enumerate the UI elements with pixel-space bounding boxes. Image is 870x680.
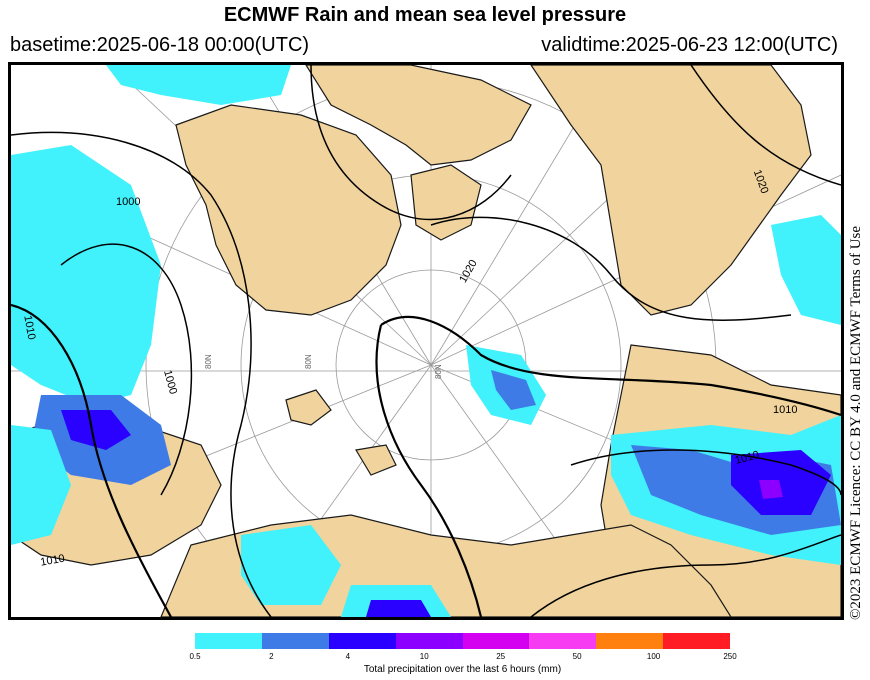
isobar-label: 1010 xyxy=(39,553,65,569)
isobar-label: 1020 xyxy=(457,258,480,285)
graticule-labels: 80N 80N 80N xyxy=(204,354,443,379)
legend-ticks: 0.5 2 4 10 25 50 100 250 xyxy=(189,652,736,664)
isobar xyxy=(375,324,483,617)
isobar xyxy=(380,315,841,417)
latitude-label: 80N xyxy=(304,354,313,369)
map-canvas[interactable]: 1000 1010 1000 1020 1020 1010 1010 1010 … xyxy=(11,65,841,617)
legend-tick: 25 xyxy=(496,652,506,661)
legend-title: Total precipitation over the last 6 hour… xyxy=(363,664,562,675)
map-panel[interactable]: 1000 1010 1000 1020 1020 1010 1010 1010 … xyxy=(8,62,844,620)
precip-center-core xyxy=(491,370,536,410)
isobar xyxy=(60,243,193,496)
isobar xyxy=(690,65,841,186)
precip-north xyxy=(106,65,291,105)
legend-swatch xyxy=(596,633,664,649)
legend-swatch xyxy=(328,633,396,649)
isobar xyxy=(11,303,172,617)
precip-ne xyxy=(771,215,841,325)
svalbard xyxy=(285,389,332,426)
greenland xyxy=(175,104,402,316)
novaya-zemlya xyxy=(355,444,397,476)
isobar xyxy=(530,534,841,617)
isobars xyxy=(11,65,841,617)
ellesmere-islands xyxy=(410,164,482,241)
isobar xyxy=(310,65,512,221)
isobar xyxy=(570,449,841,496)
isobar xyxy=(11,131,272,617)
isobar-label: 1010 xyxy=(773,404,797,416)
legend-tick: 10 xyxy=(419,652,429,661)
isobar xyxy=(430,216,792,321)
precip-scandinavia xyxy=(11,425,71,545)
licence-text: ©2023 ECMWF Licence: CC BY 4.0 and ECMWF… xyxy=(848,225,864,620)
isobar-label: 1010 xyxy=(21,314,37,340)
precipitation xyxy=(11,65,841,617)
canadian-archipelago xyxy=(305,65,532,166)
precip-east-core xyxy=(731,450,831,515)
validtime-label: validtime:2025-06-23 12:00(UTC) xyxy=(541,34,838,56)
chart-title: ECMWF Rain and mean sea level pressure xyxy=(223,4,627,26)
precip-sw xyxy=(241,525,341,605)
basetime-label: basetime:2025-06-18 00:00(UTC) xyxy=(10,34,310,56)
precip-west xyxy=(11,145,161,405)
isobar-label: 1000 xyxy=(116,196,140,208)
legend-swatch xyxy=(663,633,730,649)
legend-tick: 50 xyxy=(572,652,582,661)
legend-swatch xyxy=(261,633,329,649)
legend-tick: 2 xyxy=(269,652,274,661)
latitude-label: 80N xyxy=(204,354,213,369)
legend-swatch xyxy=(462,633,530,649)
latitude-label: 80N xyxy=(434,364,443,379)
precip-nw-core xyxy=(61,410,131,450)
precip-legend xyxy=(195,633,730,649)
legend-swatch xyxy=(395,633,463,649)
legend-tick: 100 xyxy=(646,652,661,661)
precip-east-peak xyxy=(759,480,783,499)
legend-swatch xyxy=(195,633,262,649)
legend-tick: 250 xyxy=(723,652,737,661)
precip-south-core xyxy=(366,600,431,617)
isobar-label: 1000 xyxy=(161,369,179,396)
legend-tick: 4 xyxy=(345,652,351,661)
legend-tick: 0.5 xyxy=(189,652,201,661)
legend-swatch xyxy=(529,633,597,649)
